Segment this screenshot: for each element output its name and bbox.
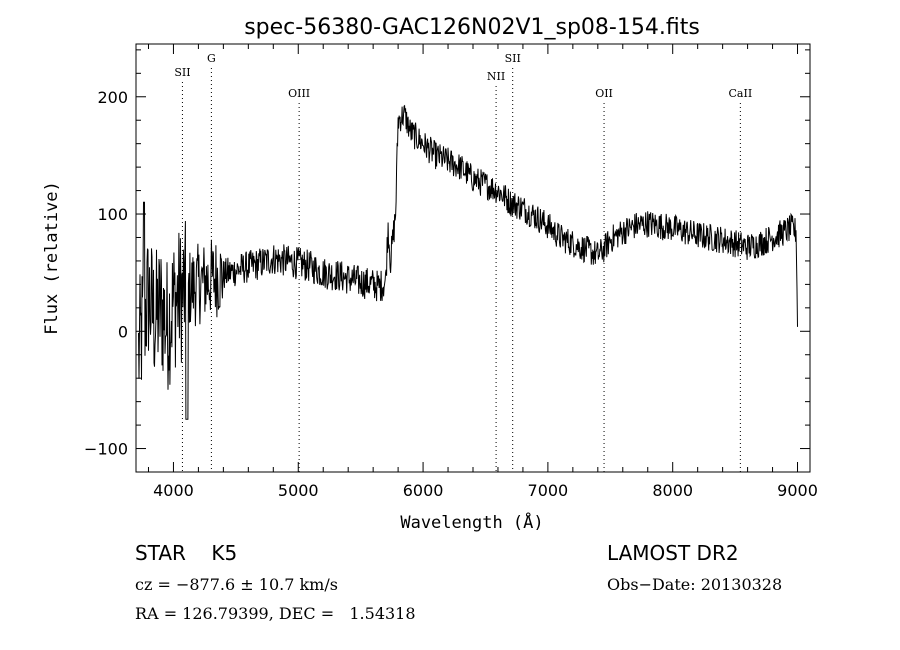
- y-tick-label: 100: [97, 205, 128, 224]
- line-marker-label: OII: [595, 87, 613, 100]
- x-tick-label: 5000: [278, 481, 319, 500]
- line-marker-label: OIII: [288, 87, 310, 100]
- object-class: STAR K5: [135, 541, 238, 565]
- line-marker-label: CaII: [729, 87, 753, 100]
- plot-frame: [135, 43, 811, 473]
- line-marker-label: SII: [174, 66, 190, 79]
- spectrum-line: [138, 104, 798, 420]
- line-marker-label: NII: [487, 70, 505, 83]
- line-marker-label: SII: [505, 52, 521, 65]
- y-axis-label: Flux (relative): [42, 181, 62, 335]
- x-tick-label: 7000: [528, 481, 569, 500]
- y-tick-label: 0: [118, 322, 128, 341]
- redshift-velocity: cz = −877.6 ± 10.7 km/s: [135, 575, 338, 594]
- x-tick-label: 4000: [153, 481, 194, 500]
- chart-title: spec-56380-GAC126N02V1_sp08-154.fits: [244, 15, 700, 40]
- y-tick-label: 200: [97, 88, 128, 107]
- x-tick-label: 6000: [403, 481, 444, 500]
- x-tick-label: 9000: [777, 481, 818, 500]
- data-release: LAMOST DR2: [607, 541, 739, 565]
- coordinates: RA = 126.79399, DEC = 1.54318: [135, 604, 416, 623]
- y-tick-label: −100: [84, 440, 128, 459]
- x-tick-label: 8000: [652, 481, 693, 500]
- line-marker-label: G: [207, 52, 216, 65]
- observation-date: Obs−Date: 20130328: [607, 575, 783, 594]
- x-axis-label: Wavelength (Å): [400, 511, 543, 533]
- axis-ticks: 4000 5000 6000 7000 8000 9000 −100 0 100 200: [84, 44, 818, 500]
